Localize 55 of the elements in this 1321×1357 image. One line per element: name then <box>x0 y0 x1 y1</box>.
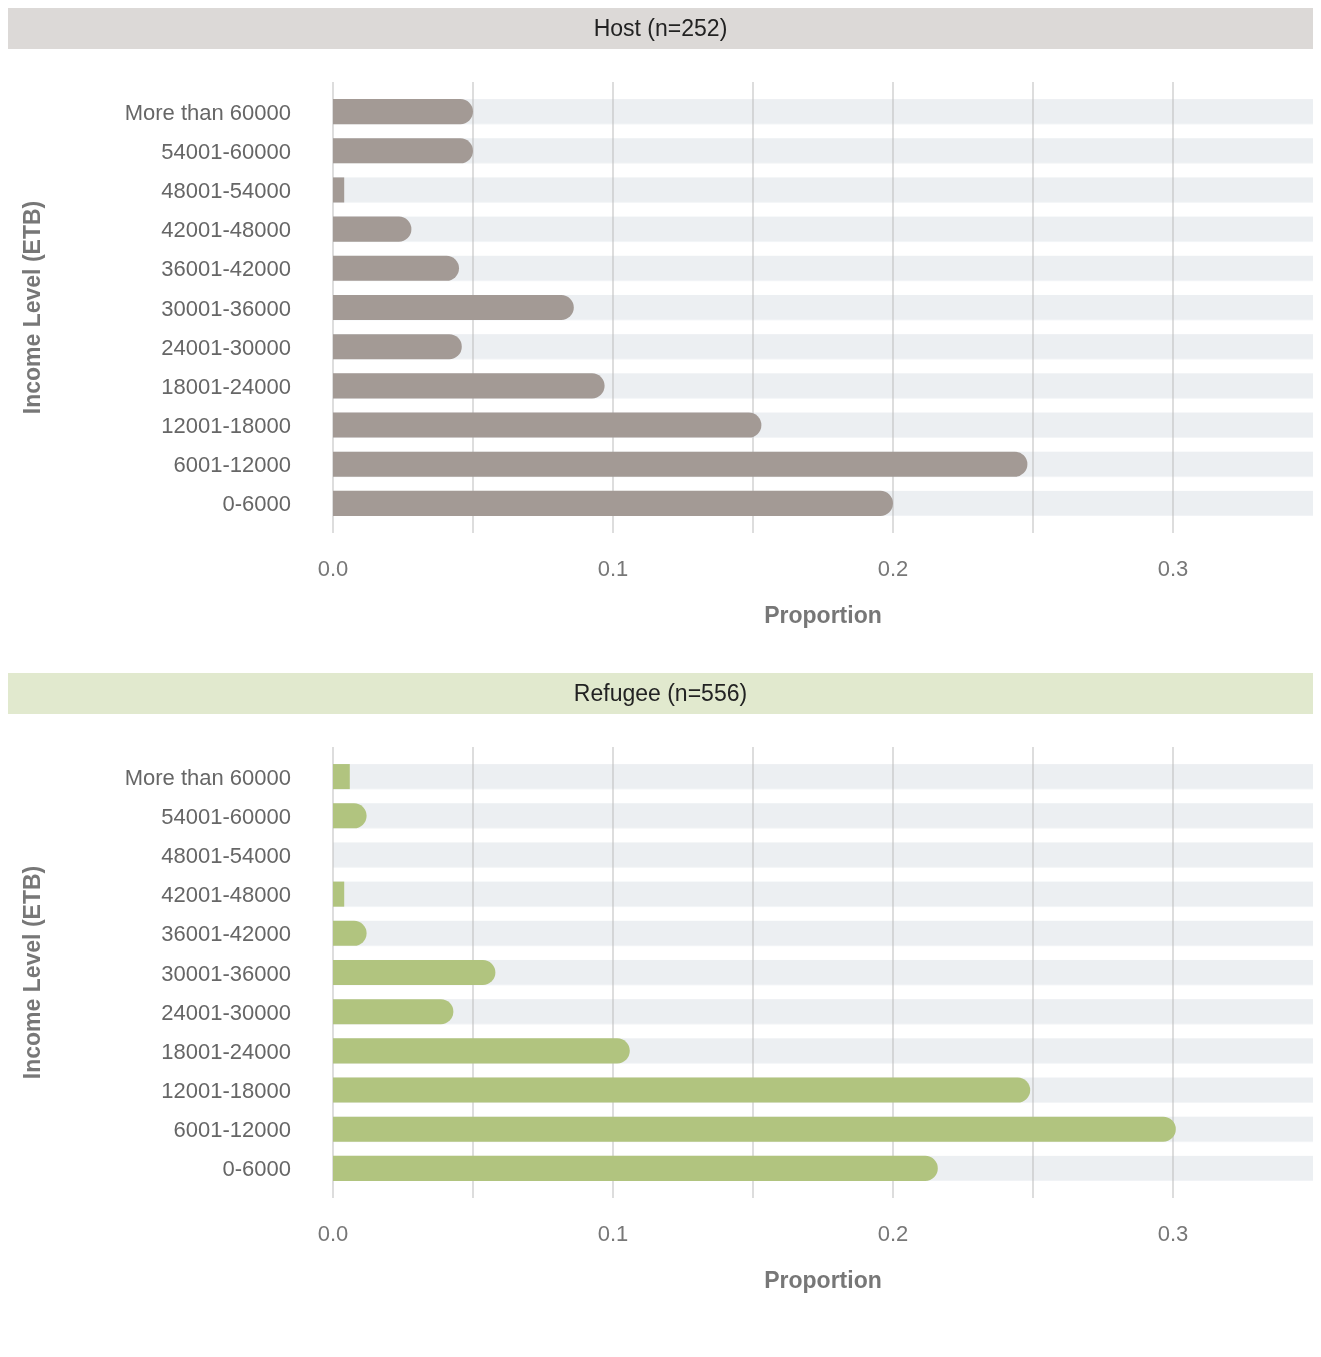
bar <box>333 451 1028 477</box>
y-tick-label: 0-6000 <box>222 1156 291 1182</box>
y-tick-label: 42001-48000 <box>161 882 291 908</box>
y-tick-label: 30001-36000 <box>161 960 291 986</box>
y-axis-title: Income Level (ETB) <box>19 865 45 1080</box>
x-tick-label: 0.0 <box>317 1221 349 1246</box>
x-tick-label: 0.3 <box>1157 1221 1189 1246</box>
bar <box>333 373 605 399</box>
y-tick-label: 12001-18000 <box>161 1078 291 1104</box>
y-tick-label: 6001-12000 <box>173 452 291 478</box>
bar <box>333 881 345 907</box>
bar <box>333 1155 938 1181</box>
x-tick-label: 0.2 <box>877 556 909 581</box>
x-tick-label: 0.0 <box>317 556 349 581</box>
y-tick-label: 36001-42000 <box>161 921 291 947</box>
bar <box>333 490 893 516</box>
bar <box>333 255 459 281</box>
y-tick-label: 30001-36000 <box>161 295 291 321</box>
bar <box>333 999 454 1025</box>
x-axis-title: Proportion <box>764 602 882 628</box>
bar <box>333 216 412 242</box>
x-tick-label: 0.3 <box>1157 556 1189 581</box>
bar <box>333 764 350 790</box>
bar <box>333 412 762 438</box>
x-axis-title: Proportion <box>764 1267 882 1293</box>
bar <box>333 177 345 203</box>
y-tick-label: 42001-48000 <box>161 217 291 243</box>
y-tick-label: More than 60000 <box>124 764 291 790</box>
y-tick-label: 36001-42000 <box>161 256 291 282</box>
bar <box>333 99 473 125</box>
x-tick-label: 0.2 <box>877 1221 909 1246</box>
y-tick-label: 18001-24000 <box>161 1038 291 1064</box>
y-axis-title: Income Level (ETB) <box>19 200 45 415</box>
y-tick-label: 24001-30000 <box>161 999 291 1025</box>
chart-title: Refugee (n=556) <box>573 680 748 706</box>
bar <box>333 959 496 986</box>
bar <box>333 294 574 321</box>
y-tick-label: 6001-12000 <box>173 1117 291 1143</box>
x-tick-label: 0.1 <box>597 1221 629 1246</box>
y-tick-label: 48001-54000 <box>161 177 291 203</box>
bar <box>333 1077 1031 1103</box>
bar <box>333 1116 1176 1142</box>
y-tick-label: 54001-60000 <box>161 803 291 829</box>
y-tick-label: More than 60000 <box>124 99 291 125</box>
chart-title: Host (n=252) <box>593 15 728 41</box>
y-tick-label: 24001-30000 <box>161 334 291 360</box>
bar <box>333 334 462 360</box>
y-tick-label: 48001-54000 <box>161 842 291 868</box>
bar <box>333 1038 630 1064</box>
y-tick-label: 54001-60000 <box>161 138 291 164</box>
bar <box>333 138 473 164</box>
y-tick-label: 0-6000 <box>222 491 291 517</box>
y-tick-label: 12001-18000 <box>161 413 291 439</box>
y-tick-label: 18001-24000 <box>161 373 291 399</box>
x-tick-label: 0.1 <box>597 556 629 581</box>
